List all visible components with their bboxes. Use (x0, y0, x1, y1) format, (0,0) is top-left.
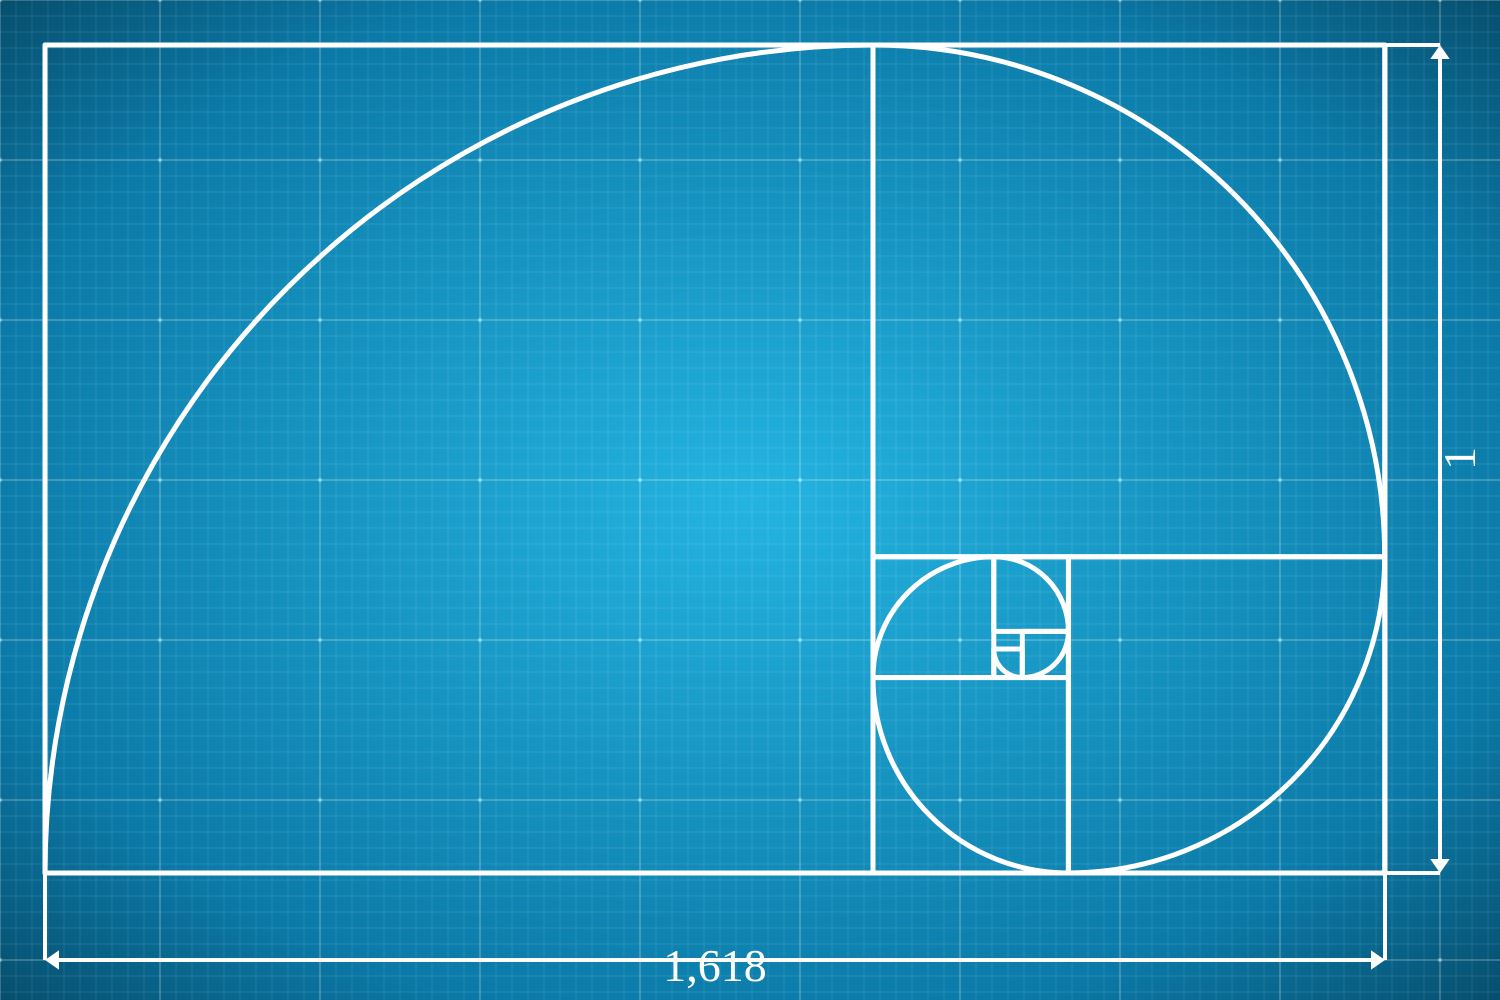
width-dimension-label: 1,618 (0, 939, 1430, 992)
diagram-svg (0, 0, 1500, 1000)
height-dimension-label: 1 (1433, 0, 1486, 918)
golden-ratio-diagram: 1,618 1 (0, 0, 1500, 1000)
